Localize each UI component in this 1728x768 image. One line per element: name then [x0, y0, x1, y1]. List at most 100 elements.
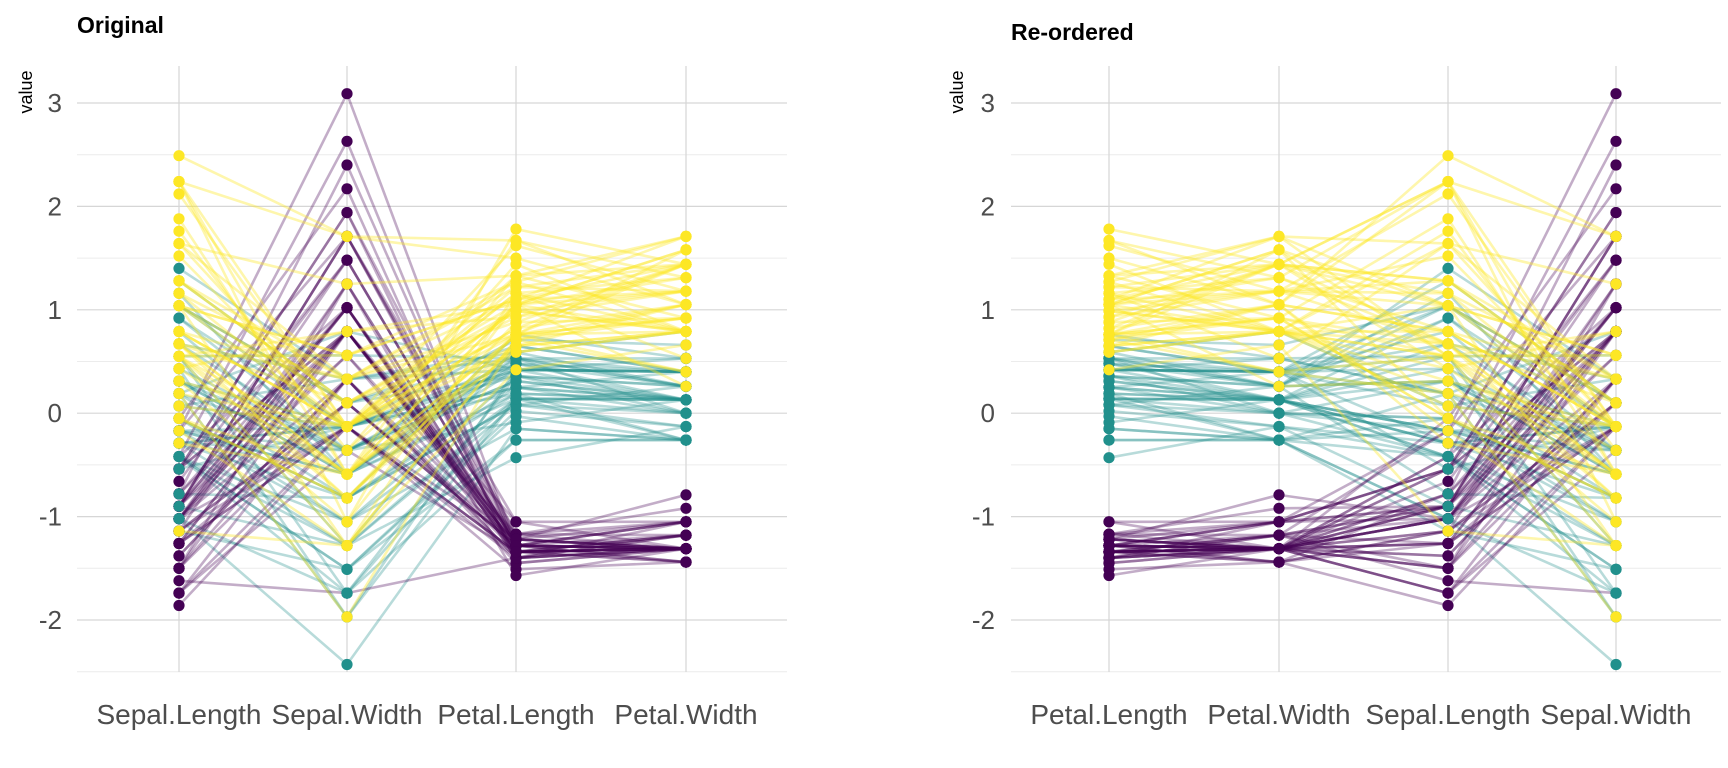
- data-point-virginica: [1442, 338, 1454, 350]
- series-line-setosa: [178, 329, 687, 550]
- series-line-versicolor: [1108, 342, 1617, 452]
- series-line-setosa: [178, 305, 687, 554]
- data-point-virginica: [510, 252, 522, 264]
- series-line-versicolor: [1108, 316, 1617, 428]
- series-line-setosa: [1108, 330, 1618, 551]
- data-point-virginica: [173, 300, 185, 312]
- data-point-virginica: [173, 188, 185, 200]
- data-point-setosa: [1273, 516, 1285, 528]
- data-point-virginica: [1610, 278, 1622, 290]
- data-point-setosa: [680, 489, 692, 501]
- series-line-virginica: [178, 242, 687, 429]
- data-point-virginica: [1442, 250, 1454, 262]
- series-line-virginica: [1108, 154, 1617, 307]
- data-point-virginica: [341, 421, 353, 433]
- data-point-versicolor: [1273, 394, 1285, 406]
- series-line-virginica: [178, 154, 687, 306]
- data-point-setosa: [680, 556, 692, 568]
- data-point-virginica: [1610, 444, 1622, 456]
- series-line-versicolor: [178, 379, 687, 476]
- data-point-virginica: [510, 223, 522, 235]
- series-line-setosa: [178, 353, 687, 554]
- series-line-virginica: [1108, 330, 1617, 428]
- series-line-versicolor: [178, 368, 687, 471]
- y-tick-label: 0: [48, 398, 62, 428]
- series-line-versicolor: [1108, 368, 1617, 445]
- data-point-versicolor: [1442, 500, 1454, 512]
- data-point-virginica: [1103, 293, 1115, 306]
- data-point-setosa: [1442, 587, 1454, 599]
- series-line-setosa: [1108, 259, 1618, 551]
- series-line-setosa: [178, 424, 687, 595]
- series-line-virginica: [1108, 330, 1617, 428]
- data-point-virginica: [1610, 611, 1622, 623]
- data-point-setosa: [341, 207, 353, 219]
- series-line-setosa: [1108, 354, 1617, 536]
- series-line-setosa: [178, 533, 687, 595]
- series-line-setosa: [178, 425, 687, 550]
- series-line-versicolor: [1108, 392, 1618, 618]
- series-line-versicolor: [1108, 386, 1617, 433]
- data-point-versicolor: [1103, 434, 1115, 446]
- series-line-versicolor: [178, 304, 687, 405]
- series-line-versicolor: [1108, 367, 1617, 452]
- data-point-versicolor: [680, 421, 692, 433]
- data-point-virginica: [173, 350, 185, 362]
- series-line-versicolor: [1108, 403, 1617, 500]
- series-line-versicolor: [178, 317, 687, 452]
- data-point-versicolor: [173, 500, 185, 512]
- series-line-versicolor: [178, 385, 687, 500]
- series-line-setosa: [177, 186, 687, 565]
- series-line-versicolor: [1108, 415, 1617, 571]
- series-line-virginica: [178, 303, 687, 548]
- series-line-setosa: [1108, 140, 1618, 554]
- series-line-setosa: [178, 377, 687, 557]
- data-point-virginica: [680, 258, 692, 270]
- series-line-versicolor: [1108, 427, 1617, 523]
- series-line-versicolor: [178, 392, 687, 445]
- series-line-virginica: [1108, 303, 1617, 428]
- series-line-virginica: [178, 330, 687, 428]
- series-line-virginica: [178, 330, 687, 500]
- series-line-versicolor: [1108, 368, 1617, 476]
- data-point-virginica: [341, 468, 353, 480]
- series-line-virginica: [178, 309, 687, 429]
- y-tick-label: 1: [981, 295, 995, 325]
- data-point-virginica: [173, 213, 185, 225]
- data-point-setosa: [510, 569, 522, 582]
- series-line-versicolor: [178, 362, 687, 428]
- data-point-versicolor: [1442, 463, 1454, 475]
- data-point-virginica: [1610, 540, 1622, 552]
- series-line-virginica: [178, 263, 687, 381]
- data-point-setosa: [1610, 302, 1622, 314]
- series-line-setosa: [177, 257, 687, 550]
- series-line-virginica: [1108, 289, 1617, 476]
- series-line-setosa: [1108, 283, 1618, 564]
- data-point-virginica: [1610, 230, 1622, 242]
- series-line-versicolor: [178, 367, 687, 452]
- series-line-virginica: [1108, 179, 1618, 475]
- data-point-virginica: [1442, 275, 1454, 287]
- series-line-setosa: [178, 424, 687, 564]
- series-line-versicolor: [178, 344, 687, 548]
- data-point-virginica: [1273, 285, 1285, 297]
- data-point-setosa: [1442, 599, 1454, 612]
- data-point-setosa: [1610, 88, 1622, 100]
- data-point-virginica: [1273, 230, 1285, 242]
- data-point-setosa: [1442, 537, 1454, 550]
- data-point-setosa: [173, 475, 185, 487]
- series-line-virginica: [1108, 309, 1617, 405]
- data-point-virginica: [1103, 364, 1115, 376]
- series-line-virginica: [177, 181, 687, 525]
- data-point-versicolor: [1103, 388, 1115, 400]
- series-line-setosa: [1108, 259, 1618, 551]
- series-line-virginica: [177, 338, 687, 620]
- data-point-setosa: [341, 254, 353, 266]
- series-line-versicolor: [178, 374, 687, 524]
- data-point-virginica: [1103, 234, 1115, 247]
- series-line-virginica: [1108, 316, 1617, 499]
- series-line-versicolor: [178, 353, 686, 360]
- series-line-versicolor: [178, 386, 687, 500]
- data-point-setosa: [1442, 550, 1454, 562]
- series-line-virginica: [178, 316, 687, 500]
